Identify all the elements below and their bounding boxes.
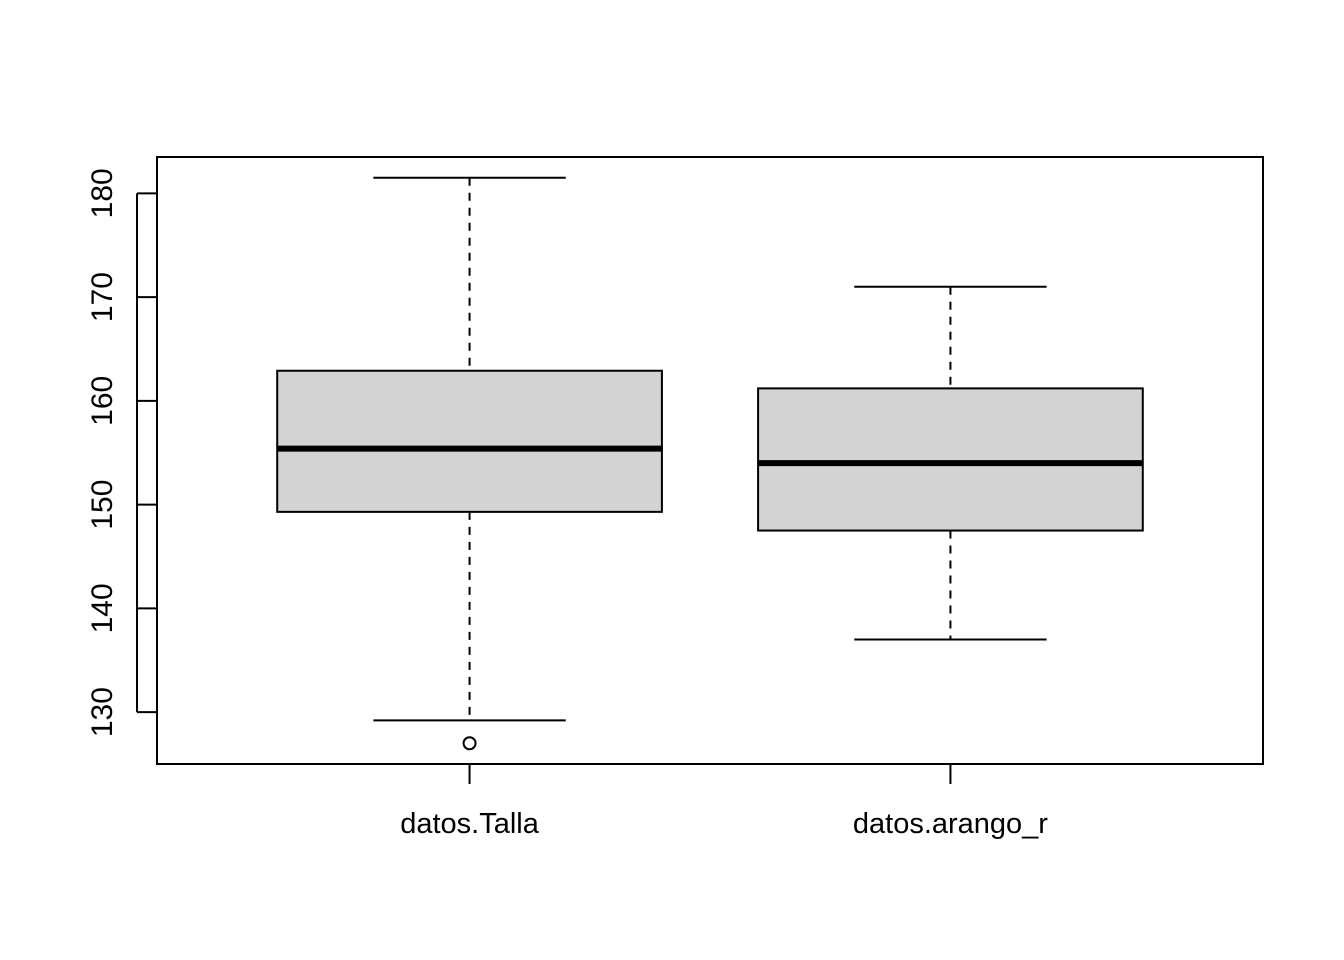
y-tick-label: 140 xyxy=(86,583,119,633)
y-tick-label: 150 xyxy=(86,480,119,530)
iqr-box xyxy=(757,387,1144,532)
y-tick-label: 130 xyxy=(86,687,119,737)
y-axis: 130 140 150 160 170 180 xyxy=(86,168,157,737)
y-tick-label: 180 xyxy=(86,168,119,218)
y-tick-label: 170 xyxy=(86,272,119,322)
y-tick-label: 160 xyxy=(86,376,119,426)
x-tick-label: datos.Talla xyxy=(400,808,540,840)
box-group xyxy=(276,176,663,751)
x-tick-label: datos.arango_r xyxy=(853,808,1048,840)
iqr-box xyxy=(276,369,663,513)
plot-frame xyxy=(156,156,1264,765)
box-group xyxy=(757,285,1144,641)
x-axis: datos.Talla datos.arango_r xyxy=(400,764,1048,840)
boxes xyxy=(276,176,1144,751)
outlier-point xyxy=(462,736,477,751)
